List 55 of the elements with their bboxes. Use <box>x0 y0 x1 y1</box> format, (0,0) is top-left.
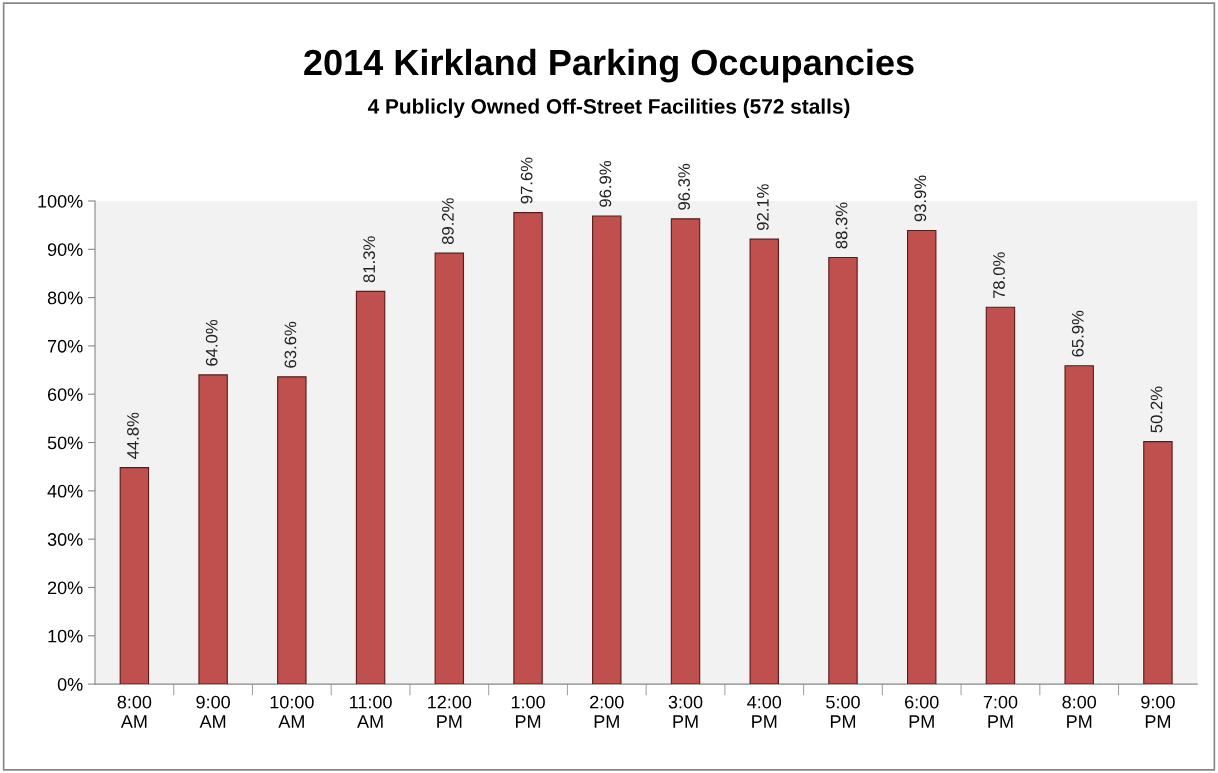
bar <box>828 256 858 685</box>
data-label: 96.3% <box>678 163 690 210</box>
data-label: 93.9% <box>914 175 927 222</box>
bar <box>670 218 701 685</box>
x-tick-label: 2:00 PM <box>590 695 624 728</box>
x-tick-label: 4:00 PM <box>747 695 782 728</box>
y-tick-label: 20% <box>47 581 83 595</box>
bar <box>985 306 1016 685</box>
bar <box>119 467 150 685</box>
bar <box>198 374 228 685</box>
data-label: 63.6% <box>284 321 297 368</box>
data-label: 96.9% <box>599 160 612 207</box>
y-tick-label: 100% <box>38 194 83 208</box>
bar <box>749 238 779 685</box>
y-tick-label: 50% <box>47 436 83 450</box>
data-label: 97.6% <box>520 157 533 204</box>
x-tick-label: 9:00 AM <box>196 695 230 728</box>
x-tick-label: 6:00 PM <box>905 695 939 728</box>
x-tick-label: 3:00 PM <box>668 695 703 728</box>
y-tick-label: 40% <box>47 484 83 498</box>
bar <box>355 290 386 685</box>
x-tick-label: 7:00 PM <box>983 695 1018 728</box>
y-tick-label: 70% <box>47 339 83 353</box>
chart-subtitle: 4 Publicly Owned Off-Street Facilities (572 stalls) <box>367 98 850 118</box>
bar <box>434 252 465 685</box>
y-tick-label: 10% <box>48 629 83 643</box>
data-label: 89.2% <box>441 198 454 245</box>
y-tick-label: 90% <box>47 243 83 257</box>
data-label: 81.3% <box>363 236 376 283</box>
x-tick-label: 10:00 AM <box>270 695 314 728</box>
bar <box>906 229 937 685</box>
bar <box>1143 441 1173 685</box>
bar <box>592 215 622 685</box>
bar <box>1064 365 1094 685</box>
data-label: 88.3% <box>835 202 848 249</box>
chart-title: 2014 Kirkland Parking Occupancies <box>304 48 914 83</box>
bar <box>513 212 543 685</box>
data-label: 65.9% <box>1071 310 1084 357</box>
data-label: 92.1% <box>756 184 769 231</box>
data-label: 44.8% <box>127 412 139 459</box>
x-tick-label: 8:00 AM <box>117 695 152 728</box>
y-tick-label: 30% <box>47 533 83 546</box>
data-label: 78.0% <box>993 252 1005 299</box>
bar <box>277 376 307 685</box>
data-label: 50.2% <box>1150 386 1163 433</box>
data-label: 64.0% <box>205 319 218 366</box>
x-tick-label: 8:00 PM <box>1062 695 1097 728</box>
x-tick-label: 5:00 PM <box>826 695 860 728</box>
y-tick-label: 80% <box>47 291 83 305</box>
x-tick-label: 1:00 PM <box>511 695 545 728</box>
x-tick-label: 12:00 PM <box>428 695 472 728</box>
y-tick-label: 0% <box>57 678 83 691</box>
x-tick-label: 11:00 AM <box>350 695 392 728</box>
y-tick-label: 60% <box>47 388 83 401</box>
x-tick-label: 9:00 PM <box>1141 695 1175 728</box>
